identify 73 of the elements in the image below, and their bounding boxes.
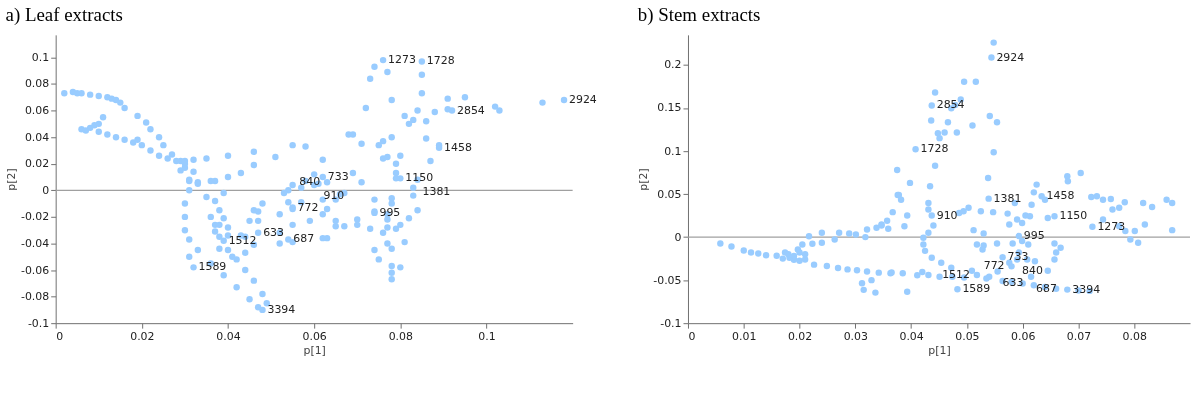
annotation: 1728 (426, 54, 455, 68)
y-tick-label: 0.1 (31, 50, 50, 64)
annotation: 1150 (405, 171, 434, 185)
x-tick-label: 0.08 (388, 329, 414, 343)
annotation: 772 (297, 200, 319, 214)
annotation: 1273 (1097, 219, 1126, 233)
annotation: 2854 (456, 103, 485, 117)
y-tick-label: 0.04 (24, 130, 50, 144)
annotation: 1273 (388, 53, 416, 67)
annotation: 687 (293, 232, 315, 246)
y-tick-label: 0.2 (664, 58, 682, 72)
annotation: 687 (1036, 281, 1057, 295)
annotation: 840 (299, 175, 321, 189)
x-tick-label: 0 (56, 329, 64, 343)
annotation: 1589 (962, 282, 991, 296)
x-tick-label: 0.04 (216, 329, 241, 343)
x-tick-label: 0.05 (955, 329, 980, 343)
x-tick-label: 0.03 (843, 329, 869, 343)
y-axis-title: p[2] (4, 168, 18, 191)
x-axis-title: p[1] (928, 344, 951, 358)
annotation: 1381 (422, 184, 451, 198)
y-tick-label: -0.1 (27, 316, 50, 330)
y-tick-label: -0.08 (20, 290, 50, 304)
y-tick-label: 0.06 (24, 104, 50, 118)
x-tick-label: 0.08 (1122, 329, 1147, 343)
y-tick-label: -0.06 (20, 263, 50, 277)
y-tick-label: -0.05 (653, 273, 682, 287)
y-tick-label: -0.04 (20, 236, 50, 250)
annotation: 1728 (920, 142, 949, 156)
y-axis-title: p[2] (637, 168, 651, 191)
x-tick-label: 0.1 (478, 329, 496, 343)
y-tick-label: -0.02 (20, 210, 50, 224)
annotation: 910 (323, 188, 345, 202)
y-tick-label: 0.1 (664, 144, 682, 158)
x-tick-label: 0.01 (732, 329, 757, 343)
annotation: 733 (1007, 250, 1029, 264)
y-tick-label: 0.05 (657, 187, 682, 201)
x-tick-label: 0.04 (899, 329, 924, 343)
x-tick-label: 0.06 (302, 329, 327, 343)
x-tick-label: 0 (688, 329, 696, 343)
annotation: 910 (936, 208, 958, 222)
annotation: 2924 (996, 50, 1025, 64)
annotation: 840 (1022, 264, 1043, 278)
x-axis-title: p[1] (303, 344, 326, 358)
annotation: 733 (327, 170, 349, 183)
annotation: 3394 (267, 302, 296, 316)
annotation: 1512 (942, 267, 970, 281)
annotation: 772 (983, 259, 1005, 273)
annotation: 2924 (569, 92, 597, 106)
annotation: 995 (379, 205, 401, 219)
x-tick-label: 0.06 (1011, 329, 1036, 343)
annotation: 1381 (993, 191, 1022, 205)
y-tick-label: 0.15 (657, 101, 682, 115)
x-tick-label: 0.02 (130, 329, 155, 343)
x-tick-label: 0.07 (1066, 329, 1092, 343)
chart-title: b) Stem extracts (637, 3, 761, 26)
annotation: 2854 (936, 98, 965, 112)
annotation: 1458 (1046, 189, 1075, 203)
annotation: 1589 (198, 260, 227, 274)
y-tick-label: 0 (42, 183, 50, 197)
chart-title: a) Leaf extracts (5, 3, 123, 26)
y-tick-label: 0.02 (24, 157, 50, 171)
y-tick-label: 0 (674, 230, 682, 244)
annotation: 3394 (1072, 282, 1101, 296)
annotation: 1512 (228, 233, 257, 247)
annotation: 633 (1002, 276, 1024, 290)
annotation: 1458 (444, 140, 472, 154)
annotation: 633 (263, 225, 285, 239)
annotation: 995 (1023, 229, 1045, 243)
annotation: 1150 (1059, 209, 1088, 223)
y-tick-label: 0.08 (24, 77, 50, 91)
y-tick-label: -0.1 (660, 316, 682, 330)
x-tick-label: 0.02 (787, 329, 813, 343)
